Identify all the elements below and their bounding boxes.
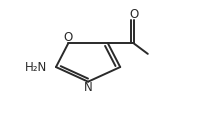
Text: N: N (84, 81, 92, 94)
Text: H₂N: H₂N (25, 61, 47, 74)
Text: O: O (129, 8, 138, 21)
Text: O: O (64, 31, 73, 44)
